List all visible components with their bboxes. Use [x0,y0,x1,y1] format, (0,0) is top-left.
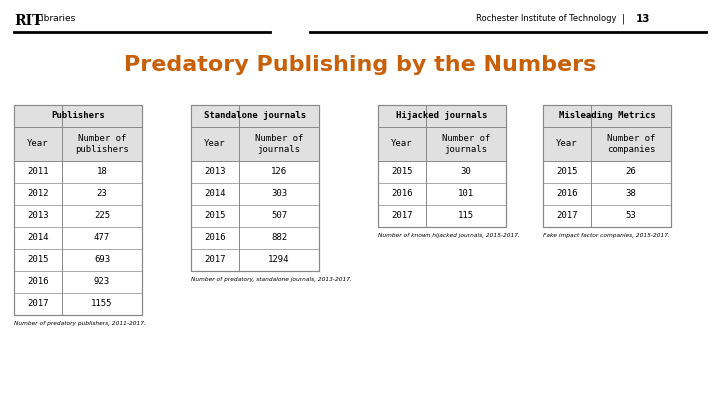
Text: 1294: 1294 [269,256,289,264]
Bar [14,105,142,315]
Bar [191,105,319,127]
Text: 303: 303 [271,190,287,198]
Text: 2016: 2016 [557,190,577,198]
Bar [14,127,142,161]
Bar [14,105,142,315]
Text: Year: Year [27,139,49,149]
Bar [378,105,506,227]
Text: 126: 126 [271,168,287,177]
Bar [378,105,506,127]
Text: 2016: 2016 [204,234,226,243]
Text: 53: 53 [626,211,636,220]
Text: Year: Year [391,139,413,149]
Text: 507: 507 [271,211,287,220]
Text: 2016: 2016 [391,190,413,198]
Text: 2013: 2013 [27,211,49,220]
Bar [543,105,671,227]
Text: Rochester Institute of Technology: Rochester Institute of Technology [475,14,616,23]
Bar [191,105,319,271]
Text: Fake impact factor companies, 2015-2017.: Fake impact factor companies, 2015-2017. [543,233,670,238]
Text: Hijacked journals: Hijacked journals [396,111,487,121]
Text: Year: Year [557,139,577,149]
Text: 38: 38 [626,190,636,198]
Text: Predatory Publishing by the Numbers: Predatory Publishing by the Numbers [124,55,596,75]
Bar [191,105,319,271]
Text: Year: Year [204,139,226,149]
Text: 923: 923 [94,277,110,286]
Text: Number of predatory publishers, 2011-2017.: Number of predatory publishers, 2011-201… [14,321,146,326]
Text: 26: 26 [626,168,636,177]
Text: Number of
companies: Number of companies [607,134,655,154]
Bar [543,127,671,161]
Text: 115: 115 [458,211,474,220]
Text: 18: 18 [96,168,107,177]
Text: Misleading Metrics: Misleading Metrics [559,111,655,121]
Text: 2017: 2017 [27,300,49,309]
Text: 2015: 2015 [204,211,226,220]
Text: Number of predatory, standalone journals, 2013-2017.: Number of predatory, standalone journals… [191,277,352,282]
Text: Publishers: Publishers [51,111,105,121]
Text: 2012: 2012 [27,190,49,198]
Text: 101: 101 [458,190,474,198]
Bar [543,105,671,127]
Text: RIT: RIT [14,14,42,28]
Text: 477: 477 [94,234,110,243]
Text: Number of
journals: Number of journals [255,134,303,154]
Text: 1155: 1155 [91,300,113,309]
Text: 225: 225 [94,211,110,220]
Bar [191,127,319,161]
Text: 693: 693 [94,256,110,264]
Text: 2014: 2014 [204,190,226,198]
Text: 2016: 2016 [27,277,49,286]
Text: Number of
journals: Number of journals [442,134,490,154]
Text: 2017: 2017 [391,211,413,220]
Text: 2015: 2015 [27,256,49,264]
Text: 13: 13 [636,14,650,24]
Text: Number of
publishers: Number of publishers [75,134,129,154]
Text: Number of known hijacked journals, 2015-2017.: Number of known hijacked journals, 2015-… [378,233,520,238]
Text: 2014: 2014 [27,234,49,243]
Text: |: | [622,14,625,24]
Bar [14,105,142,127]
Text: 30: 30 [461,168,472,177]
Text: 2011: 2011 [27,168,49,177]
Text: Standalone journals: Standalone journals [204,111,306,121]
Text: 2015: 2015 [391,168,413,177]
Text: 2017: 2017 [204,256,226,264]
Text: 2015: 2015 [557,168,577,177]
Bar [543,105,671,227]
Bar [378,105,506,227]
Text: 882: 882 [271,234,287,243]
Bar [378,127,506,161]
Text: 2017: 2017 [557,211,577,220]
Text: 2013: 2013 [204,168,226,177]
Text: Libraries: Libraries [36,14,76,23]
Text: 23: 23 [96,190,107,198]
